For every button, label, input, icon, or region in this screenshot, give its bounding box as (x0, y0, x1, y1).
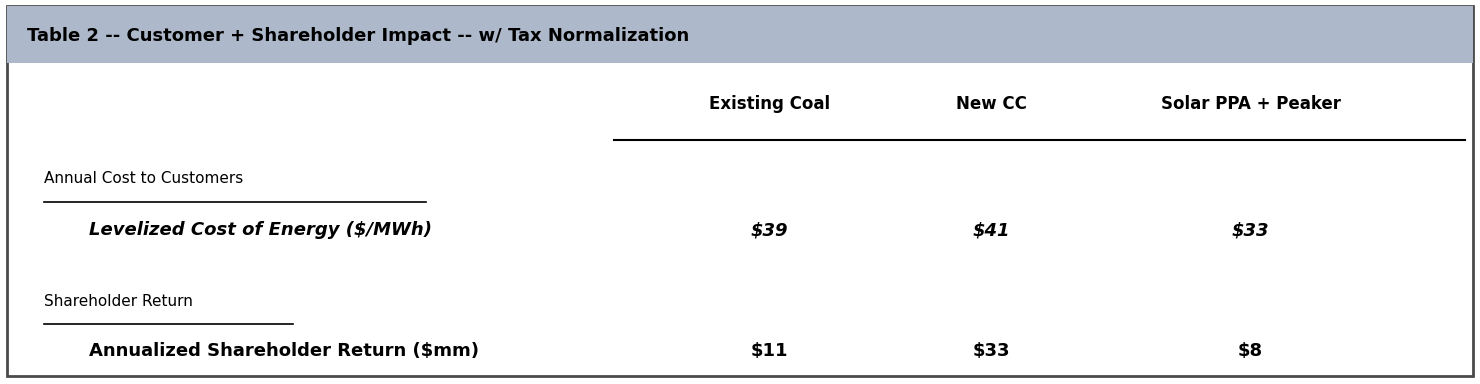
Text: $33: $33 (972, 343, 1011, 360)
Text: $33: $33 (1231, 222, 1270, 239)
Text: $41: $41 (972, 222, 1011, 239)
Text: Levelized Cost of Energy ($/MWh): Levelized Cost of Energy ($/MWh) (89, 222, 432, 239)
Text: Annual Cost to Customers: Annual Cost to Customers (44, 171, 244, 186)
Text: New CC: New CC (956, 95, 1027, 113)
FancyBboxPatch shape (7, 6, 1473, 63)
Text: $39: $39 (750, 222, 789, 239)
FancyBboxPatch shape (7, 6, 1473, 376)
Text: Solar PPA + Peaker: Solar PPA + Peaker (1160, 95, 1341, 113)
Text: Shareholder Return: Shareholder Return (44, 294, 194, 309)
Text: Table 2 -- Customer + Shareholder Impact -- w/ Tax Normalization: Table 2 -- Customer + Shareholder Impact… (27, 28, 688, 45)
Text: Existing Coal: Existing Coal (709, 95, 830, 113)
Text: $8: $8 (1239, 343, 1262, 360)
Text: Annualized Shareholder Return ($mm): Annualized Shareholder Return ($mm) (89, 343, 480, 360)
Text: $11: $11 (750, 343, 789, 360)
